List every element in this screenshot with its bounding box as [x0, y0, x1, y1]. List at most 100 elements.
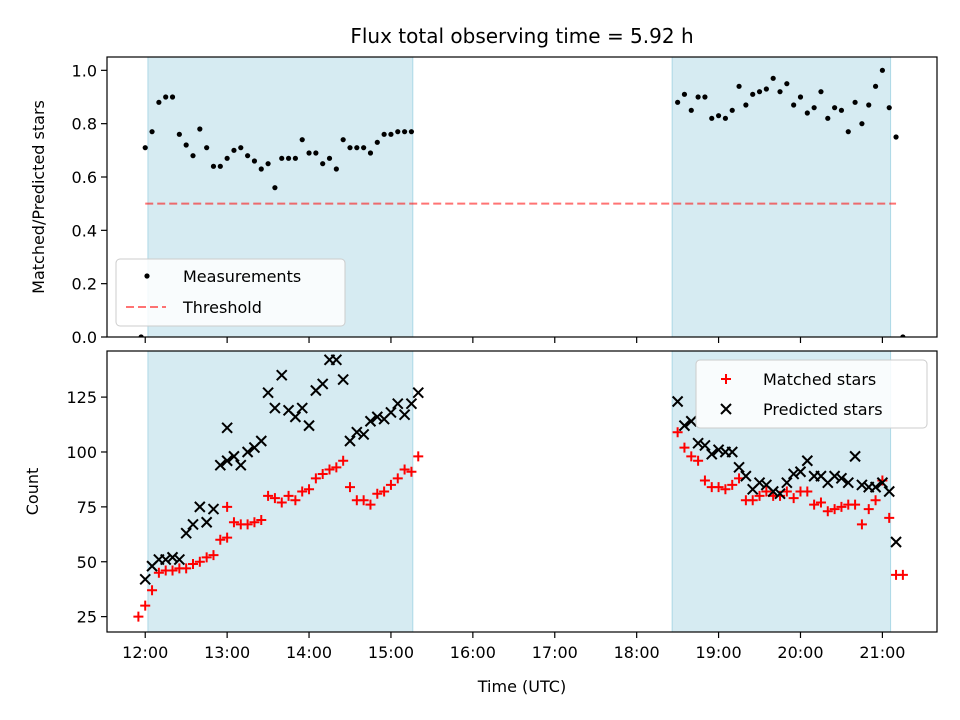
- bottom-panel: 25 50 75 100 125 12:00 13:00 14:00 15:00 16:00 17:…: [23, 350, 938, 662]
- measurement-point: [715, 113, 722, 119]
- predicted-stars-point: [753, 477, 766, 489]
- predicted-stars-point: [890, 536, 902, 548]
- predicted-stars-point: [671, 395, 684, 408]
- y-tick-label: 125: [66, 388, 97, 407]
- measurement-point: [176, 131, 182, 137]
- matched-stars-point: [822, 506, 833, 517]
- y-tick-label: 0.4: [72, 221, 97, 240]
- matched-stars-point: [802, 486, 813, 497]
- measurement-point: [756, 89, 763, 95]
- matched-stars-point: [399, 464, 410, 475]
- x-tick-label: 15:00: [368, 643, 414, 662]
- matched-stars-point: [290, 495, 301, 506]
- matched-stars-point: [856, 519, 867, 530]
- predicted-stars-point: [849, 450, 861, 463]
- predicted-stars-point: [139, 573, 151, 586]
- measurement-point: [886, 105, 892, 111]
- matched-stars-point: [194, 556, 205, 567]
- predicted-stars-point: [351, 426, 363, 438]
- measurement-point: [381, 131, 387, 137]
- measurement-point: [722, 115, 729, 121]
- y-tick-label: 50: [77, 553, 97, 572]
- predicted-stars-point: [255, 435, 267, 447]
- predicted-stars-point: [835, 472, 848, 485]
- measurement-point: [169, 94, 176, 100]
- measurement-point: [272, 185, 278, 191]
- matched-stars-point: [713, 482, 724, 493]
- matched-stars-point: [228, 517, 239, 528]
- measurement-point: [183, 142, 189, 148]
- legend: Matched stars Predicted stars: [695, 359, 928, 429]
- predicted-stars-point: [180, 527, 192, 539]
- matched-stars-point: [884, 512, 895, 523]
- legend-box: [115, 258, 346, 327]
- y-tick-label: 0.8: [72, 115, 97, 134]
- predicted-stars-point: [733, 461, 745, 474]
- x-tick-label: 13:00: [204, 643, 250, 662]
- predicted-stars-point: [774, 487, 786, 500]
- matched-stars-point: [761, 486, 772, 497]
- y-tick-label: 0.2: [72, 275, 97, 294]
- predicted-stars-point: [364, 415, 377, 427]
- measurement-point: [770, 75, 776, 81]
- measurement-point: [872, 83, 879, 89]
- chart-title: Flux total observing time = 5.92 h: [350, 24, 693, 48]
- predicted-stars-point: [235, 459, 247, 471]
- measurement-point: [138, 334, 144, 337]
- measurement-point: [893, 134, 899, 140]
- matched-stars-point: [727, 479, 738, 490]
- predicted-stars-point: [869, 481, 882, 493]
- matched-stars-point: [147, 585, 158, 596]
- matched-stars-point: [222, 501, 233, 512]
- predicted-stars-point: [173, 553, 186, 566]
- y-tick-label: 0.0: [72, 328, 97, 347]
- x-axis-label: Time (UTC): [477, 677, 566, 696]
- matched-stars-point: [870, 495, 881, 506]
- measurement-point: [388, 131, 394, 137]
- predicted-stars-point: [316, 378, 329, 390]
- predicted-stars-point: [296, 402, 308, 414]
- matched-stars-point: [338, 455, 349, 466]
- measurement-point: [367, 150, 374, 156]
- x-tick-label: 12:00: [122, 643, 168, 662]
- matched-stars-point: [365, 499, 376, 510]
- measurement-point: [845, 129, 851, 135]
- predicted-stars-point: [385, 406, 397, 419]
- x-tick-label: 18:00: [614, 643, 660, 662]
- matched-stars-point: [249, 517, 260, 528]
- plot-frame: [106, 350, 938, 633]
- matched-stars-point: [153, 567, 164, 578]
- measurement-point: [197, 126, 203, 132]
- predicted-stars-point: [207, 503, 220, 515]
- matched-stars-point: [208, 550, 219, 561]
- predicted-stars-point: [405, 397, 418, 410]
- matched-stars-point: [686, 451, 697, 462]
- measurement-point: [217, 163, 223, 169]
- matched-stars-point: [385, 479, 396, 490]
- measurement-point: [320, 161, 326, 167]
- predicted-stars-point: [787, 468, 800, 480]
- matched-stars-point: [167, 565, 178, 576]
- x-tick-label: 19:00: [696, 643, 742, 662]
- predicted-stars-point: [214, 459, 227, 471]
- y-tick-label: 75: [77, 498, 97, 517]
- measurement-point: [832, 105, 838, 111]
- measurement-point: [695, 94, 701, 100]
- plot-frame: [106, 56, 938, 338]
- measurement-point: [811, 105, 817, 111]
- predicted-stars-point: [678, 419, 691, 432]
- matched-stars-point: [242, 519, 253, 530]
- measurement-point: [306, 150, 312, 156]
- matched-stars-point: [693, 455, 704, 466]
- predicted-stars-point: [262, 387, 274, 399]
- matched-stars-point: [699, 475, 710, 486]
- measurement-point: [763, 86, 769, 92]
- measurement-point: [702, 94, 708, 100]
- matched-stars-point: [788, 493, 799, 504]
- predicted-stars-point: [767, 485, 779, 498]
- matched-stars-point: [672, 427, 683, 438]
- measurement-point: [285, 155, 292, 161]
- y-tick-label: 100: [66, 443, 97, 462]
- matched-stars-point: [269, 493, 280, 504]
- measurement-point: [852, 99, 858, 105]
